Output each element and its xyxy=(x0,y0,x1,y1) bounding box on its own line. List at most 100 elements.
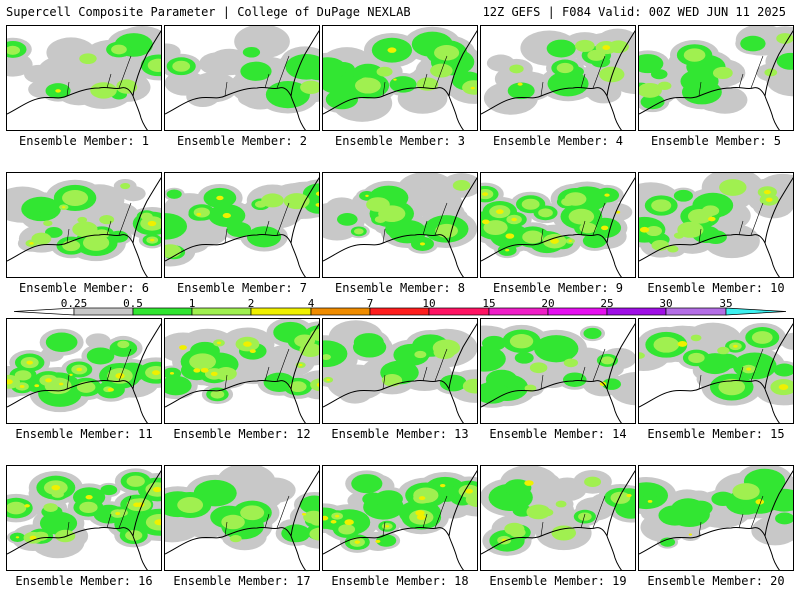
coastline xyxy=(165,177,319,277)
scp-contour xyxy=(640,94,665,110)
scp-contour xyxy=(465,488,473,494)
scp-contour xyxy=(615,210,621,214)
map-panel xyxy=(164,172,320,278)
scp-contour xyxy=(210,371,218,376)
coastline xyxy=(165,323,319,423)
map-panel xyxy=(322,318,478,424)
scp-contour xyxy=(521,198,540,210)
contour-level-3 xyxy=(323,483,473,544)
scp-contour xyxy=(216,341,222,345)
state-border xyxy=(698,495,764,537)
scp-contour xyxy=(751,331,773,344)
scp-contour xyxy=(7,379,13,385)
map-panel xyxy=(6,25,162,131)
coastline xyxy=(639,177,793,277)
ensemble-member-label: Ensemble Member: 17 xyxy=(173,574,311,588)
scp-contour xyxy=(524,384,537,392)
coastline xyxy=(639,323,793,423)
scp-contour xyxy=(242,46,261,58)
scp-contour xyxy=(509,334,534,349)
scp-contour xyxy=(179,345,187,350)
scp-contour xyxy=(688,533,693,536)
scp-contour xyxy=(51,484,61,491)
scp-contour xyxy=(7,45,21,55)
scp-contour xyxy=(85,494,93,500)
scp-contour xyxy=(120,182,131,190)
scp-contour xyxy=(509,527,526,538)
coastline xyxy=(7,470,161,570)
state-border xyxy=(66,55,132,97)
map-panel xyxy=(322,172,478,278)
scp-contour xyxy=(99,215,115,225)
scp-contour xyxy=(109,339,138,357)
scp-contour xyxy=(374,216,387,223)
contour-level-3 xyxy=(7,360,161,392)
scp-contour xyxy=(147,58,161,72)
scp-contour xyxy=(462,378,477,394)
ensemble-member-label: Ensemble Member: 18 xyxy=(331,574,469,588)
state-border xyxy=(698,202,764,244)
scp-contour xyxy=(14,370,32,381)
scp-contour xyxy=(215,367,237,381)
map-panel xyxy=(480,172,636,278)
map-panel xyxy=(6,172,162,278)
ensemble-member-label: Ensemble Member: 6 xyxy=(18,281,150,295)
scp-contour xyxy=(189,353,216,370)
scp-contour xyxy=(351,474,383,494)
state-border xyxy=(540,55,606,97)
ensemble-member-label: Ensemble Member: 1 xyxy=(18,134,150,148)
scp-contour xyxy=(599,66,625,83)
ensemble-member-label: Ensemble Member: 4 xyxy=(492,134,624,148)
page-title: Supercell Composite Parameter | College … xyxy=(6,5,411,19)
scp-contour xyxy=(221,514,245,530)
scp-field-map xyxy=(323,173,477,277)
scp-contour xyxy=(671,498,705,520)
scp-contour xyxy=(546,39,576,58)
scp-field-map xyxy=(481,28,635,130)
scp-contour xyxy=(243,341,252,347)
scp-contour xyxy=(62,189,89,206)
colorbar-segment xyxy=(369,307,430,316)
scp-contour xyxy=(765,197,773,202)
scp-contour xyxy=(604,193,610,197)
state-border xyxy=(540,202,606,244)
scp-contour xyxy=(150,238,155,242)
scp-contour xyxy=(325,197,359,218)
scp-contour xyxy=(7,374,20,389)
scp-contour xyxy=(365,194,369,197)
scp-contour xyxy=(505,248,510,252)
scp-contour xyxy=(677,340,688,347)
state-border xyxy=(224,495,290,537)
scp-contour xyxy=(511,217,517,222)
scp-contour xyxy=(335,514,340,518)
coastline xyxy=(323,30,477,130)
scp-contour xyxy=(326,378,330,381)
scp-contour xyxy=(298,363,303,367)
ensemble-member-label: Ensemble Member: 16 xyxy=(15,574,153,588)
ensemble-member-label: Ensemble Member: 7 xyxy=(176,281,308,295)
ensemble-member-label: Ensemble Member: 13 xyxy=(331,427,469,441)
scp-contour xyxy=(481,335,507,351)
contour-level-3 xyxy=(647,499,765,536)
scp-contour xyxy=(45,332,78,353)
scp-contour xyxy=(281,524,311,543)
contour-level-3 xyxy=(15,484,161,540)
scp-contour xyxy=(776,33,793,44)
scp-contour xyxy=(439,374,467,392)
ensemble-member-label: Ensemble Member: 8 xyxy=(334,281,466,295)
scp-contour xyxy=(336,213,358,226)
scp-contour xyxy=(465,492,477,508)
scp-field-map xyxy=(481,177,635,277)
colorbar-segment xyxy=(310,307,371,316)
scp-contour xyxy=(210,390,225,399)
map-panel xyxy=(322,25,478,131)
scp-contour xyxy=(651,199,672,212)
scp-contour xyxy=(483,220,508,236)
scp-field-map xyxy=(323,470,477,570)
coastline xyxy=(639,470,793,570)
state-border xyxy=(382,348,448,390)
scp-contour xyxy=(193,368,201,373)
colorbar-segment xyxy=(725,307,787,316)
scp-contour xyxy=(169,372,175,375)
colorbar-segment xyxy=(191,307,252,316)
